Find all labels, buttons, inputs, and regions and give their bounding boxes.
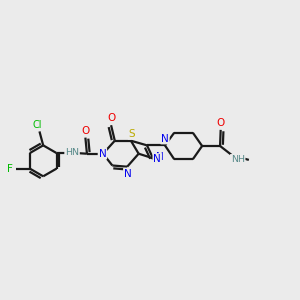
Text: S: S <box>128 129 135 139</box>
Text: O: O <box>217 118 225 128</box>
Text: HN: HN <box>65 148 79 157</box>
Text: NH: NH <box>231 155 245 164</box>
Text: O: O <box>107 113 115 123</box>
Text: N: N <box>153 154 161 164</box>
Text: Cl: Cl <box>32 120 42 130</box>
Text: O: O <box>81 126 89 136</box>
Text: F: F <box>7 164 13 174</box>
Text: N: N <box>161 134 169 143</box>
Text: N: N <box>98 149 106 159</box>
Text: N: N <box>124 169 132 178</box>
Text: N: N <box>156 152 164 162</box>
